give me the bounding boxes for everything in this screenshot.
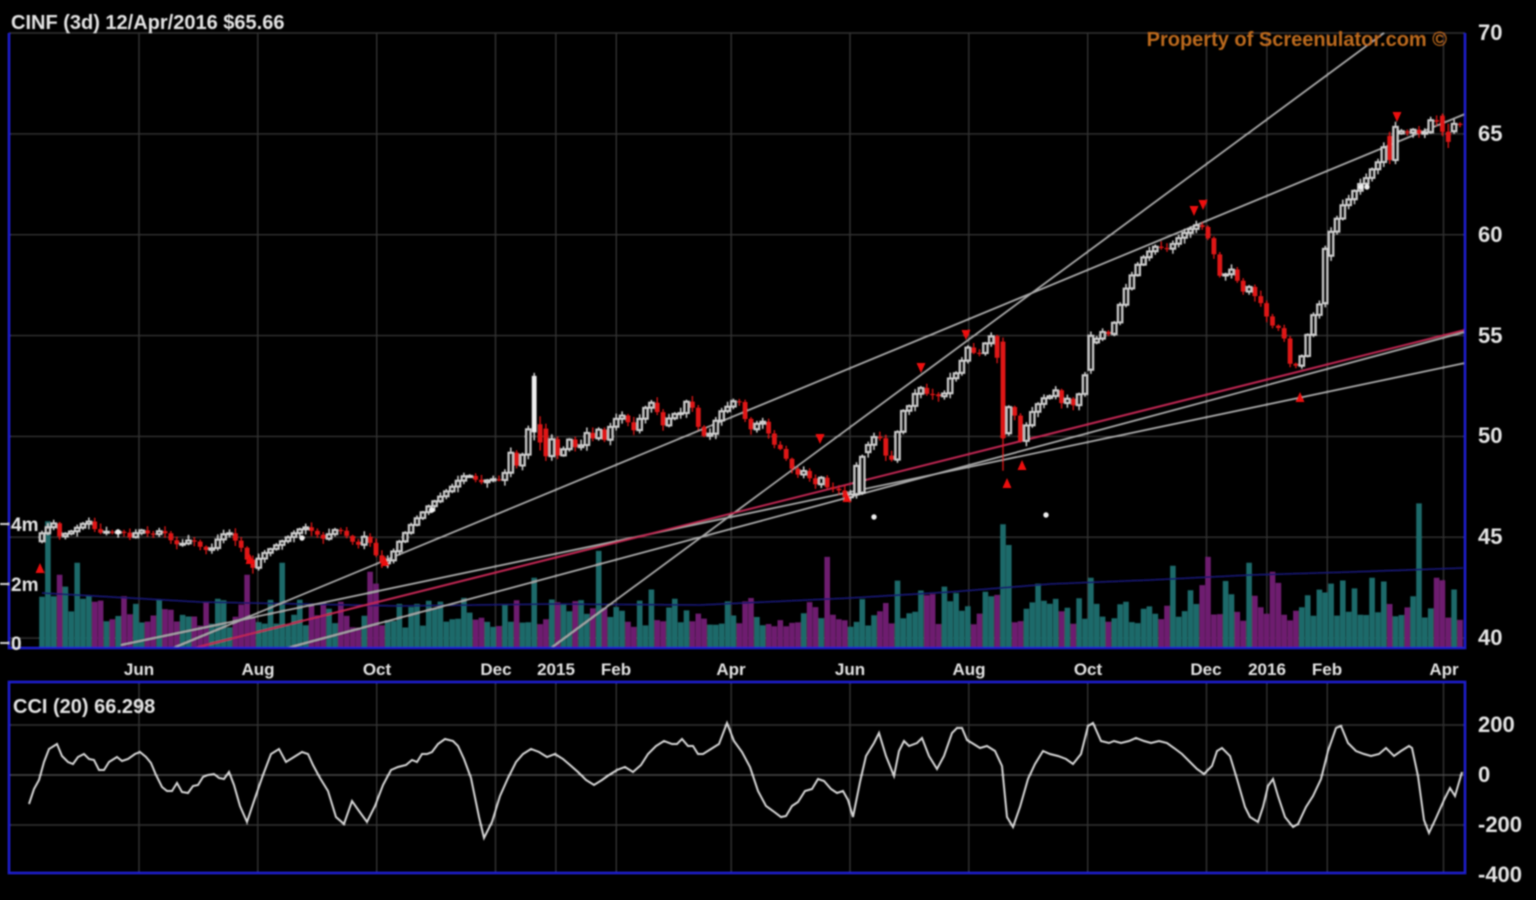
svg-text:Property of Screenulator.com ©: Property of Screenulator.com © [1147, 29, 1448, 51]
svg-text:Oct: Oct [1074, 660, 1103, 679]
svg-text:CINF (3d) 12/Apr/2016 $65.66: CINF (3d) 12/Apr/2016 $65.66 [11, 12, 284, 34]
svg-text:2016: 2016 [1248, 660, 1286, 679]
svg-text:Feb: Feb [1312, 660, 1342, 679]
svg-text:-200: -200 [1478, 812, 1522, 837]
svg-text:40: 40 [1478, 625, 1502, 650]
svg-text:Apr: Apr [1429, 660, 1459, 679]
svg-text:Jun: Jun [124, 660, 154, 679]
svg-text:55: 55 [1478, 323, 1502, 348]
svg-text:Dec: Dec [480, 660, 511, 679]
svg-text:Oct: Oct [363, 660, 392, 679]
svg-text:Dec: Dec [1190, 660, 1221, 679]
svg-text:Jun: Jun [835, 660, 865, 679]
svg-text:Apr: Apr [716, 660, 746, 679]
svg-text:0: 0 [1478, 762, 1490, 787]
svg-text:0: 0 [11, 634, 22, 655]
svg-text:65: 65 [1478, 121, 1502, 146]
svg-text:-400: -400 [1478, 862, 1522, 887]
svg-text:CCI (20) 66.298: CCI (20) 66.298 [13, 696, 155, 718]
svg-text:60: 60 [1478, 222, 1502, 247]
svg-text:200: 200 [1478, 712, 1515, 737]
svg-text:45: 45 [1478, 524, 1502, 549]
svg-text:Aug: Aug [952, 660, 985, 679]
svg-text:Aug: Aug [241, 660, 274, 679]
svg-text:Feb: Feb [601, 660, 631, 679]
svg-text:50: 50 [1478, 423, 1502, 448]
svg-text:2015: 2015 [537, 660, 575, 679]
svg-text:2m: 2m [11, 575, 38, 596]
svg-text:70: 70 [1478, 20, 1502, 45]
svg-text:4m: 4m [11, 515, 38, 536]
